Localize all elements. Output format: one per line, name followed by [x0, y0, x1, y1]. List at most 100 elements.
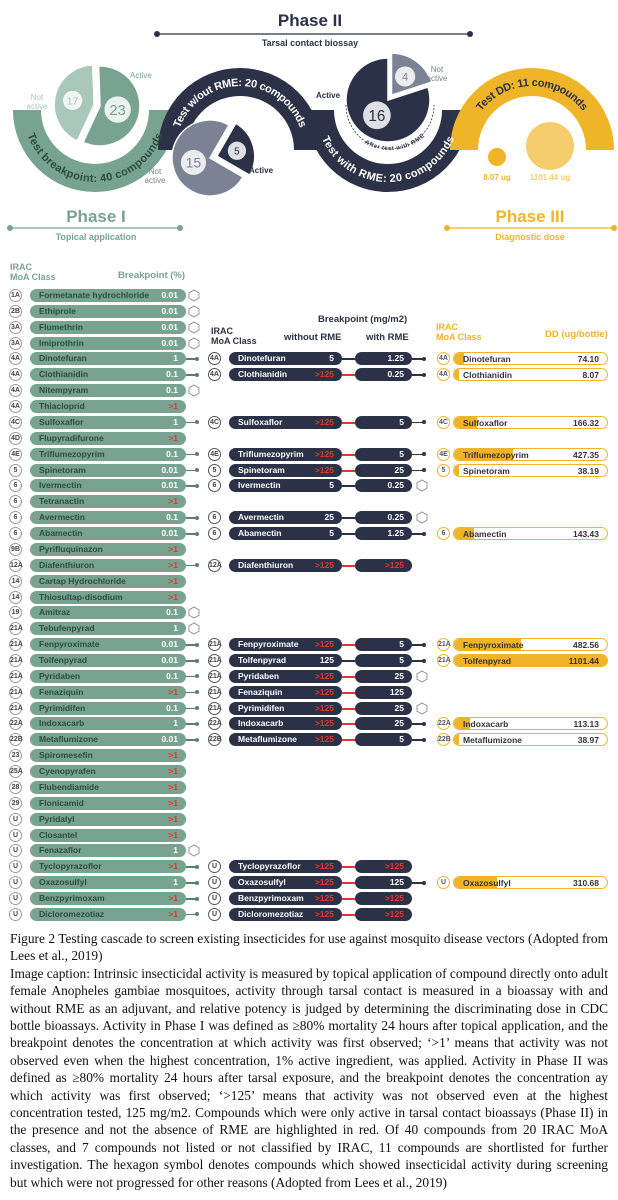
compound-name: Oxazosulfyl: [463, 878, 511, 889]
phase1-compound-bar: Closantel >1: [30, 828, 186, 842]
phase1-breakpoint: 0.1: [166, 369, 178, 380]
compound-name: Pyridalyl: [39, 813, 75, 824]
compound-name: Cyenopyrafen: [39, 766, 96, 777]
dd-min-label: 8.07 ug: [483, 173, 511, 182]
phase1-breakpoint: 0.1: [166, 607, 178, 618]
dd-value: 482.56: [573, 640, 599, 651]
rme-connector-line: [342, 723, 355, 726]
compound-name: Flupyradifurone: [39, 432, 104, 443]
phase1-breakpoint: >1: [168, 781, 178, 792]
compound-name: Fenpyroximate: [39, 639, 100, 650]
with-rme-breakpoint: 0.25: [387, 512, 404, 523]
compound-name: Ethiprole: [39, 305, 76, 316]
phase2-with-rme-bar: 25: [355, 717, 412, 731]
phase1-breakpoint: >1: [168, 797, 178, 808]
pie3-not-active-label: Not active: [427, 65, 448, 83]
with-rme-breakpoint: >125: [384, 908, 404, 919]
dd-fill: [454, 528, 474, 540]
irac-class-badge: 4A: [437, 368, 450, 382]
connector-dot: [195, 674, 199, 679]
connector-dot: [422, 468, 426, 473]
irac-class-badge: 4A: [9, 400, 22, 414]
compound-name: Diafenthiuron: [39, 559, 95, 570]
table-row: 9B Pyrifluquinazon >1: [0, 542, 618, 556]
phase2-divider-end: [467, 31, 473, 37]
hexagon-icon: [188, 305, 200, 318]
connector-dot: [195, 896, 199, 901]
compound-name: Triflumezopyrim: [39, 448, 105, 459]
irac-class-badge: U: [9, 860, 22, 874]
phase2-with-rme-header: with RME: [366, 332, 409, 343]
irac-class-badge: U: [437, 876, 450, 890]
table-row: 4A Thiacloprid >1: [0, 400, 618, 414]
irac-class-badge: 21A: [9, 685, 23, 699]
phase1-breakpoint: >1: [168, 861, 178, 872]
compound-name: Dicloromezotiaz: [39, 908, 105, 919]
phase2-without-rme-bar: Dicloromezotiaz >125: [229, 907, 342, 921]
irac-class-badge: 4A: [437, 352, 450, 366]
irac-class-badge: 19: [9, 606, 22, 620]
phase3-dd-bar: Fenpyroximate 482.56: [453, 638, 608, 652]
phase1-compound-bar: Pyridaben 0.1: [30, 669, 186, 683]
irac-class-badge: 21A: [437, 654, 451, 667]
compound-name: Triflumezopyrim: [463, 449, 529, 460]
irac-class-badge: 4D: [9, 431, 22, 445]
irac-class-badge: 12A: [9, 558, 23, 572]
compound-name: Fenaziquin: [238, 686, 283, 697]
phase1-breakpoint: 0.1: [166, 702, 178, 713]
with-rme-breakpoint: 1.25: [387, 528, 404, 539]
connector-dot: [422, 721, 426, 726]
rme-connector-line: [342, 358, 355, 360]
hexagon-icon: [416, 479, 428, 493]
phase1-compound-bar: Tyclopyrazoflor >1: [30, 860, 186, 874]
irac-class-badge: 4E: [208, 447, 221, 461]
phase1-breakpoint: >1: [168, 591, 178, 602]
phase2-with-rme-bar: 125: [355, 685, 412, 699]
dd-fill: [454, 464, 460, 476]
after-rme-dashed-arc: [345, 104, 435, 150]
table-row: 22A Indoxacarb 1 22A Indoxacarb >125 25 22A Indo…: [0, 717, 618, 731]
compound-name: Fenpyroximate: [463, 640, 524, 651]
phase3-dd-bar: Tolfenpyrad 1101.44: [453, 654, 608, 667]
irac-class-badge: 3A: [9, 336, 22, 350]
phase2-without-rme-bar: Spinetoram >125: [229, 463, 342, 477]
phase1-breakpoint: >1: [168, 432, 178, 443]
phase2-without-rme-bar: Fenpyroximate >125: [229, 638, 342, 652]
irac-class-badge: 21A: [208, 685, 222, 699]
compound-name: Metaflumizone: [39, 734, 99, 745]
phase1-compound-bar: Flubendiamide >1: [30, 780, 186, 794]
irac-class-badge: 21A: [9, 638, 23, 652]
pie2-not-active-label: Not active: [145, 167, 166, 185]
connector-dot: [195, 372, 199, 377]
phase1-breakpoint: 1: [173, 718, 178, 729]
connector-line: [186, 469, 196, 472]
phase1-compound-bar: Oxazosulfyl 1: [30, 876, 186, 890]
dd-value: 74.10: [577, 354, 599, 365]
hexagon-icon: [416, 702, 428, 715]
phase2-with-rme-bar: >125: [355, 907, 412, 921]
rme-connector-line: [342, 707, 355, 710]
phase1-breakpoint: 0.1: [166, 512, 178, 523]
phase1-compound-bar: Cyenopyrafen >1: [30, 765, 186, 779]
phase1-compound-bar: Ivermectin 0.01: [30, 479, 186, 493]
pie1-not-active-label: Not active: [27, 93, 48, 111]
phase1-breakpoint: 0.01: [161, 734, 178, 745]
irac-class-badge: U: [208, 876, 221, 890]
irac-label: IRAC: [211, 326, 233, 336]
compound-name: Pyrimidifen: [39, 702, 86, 713]
phase3-dd-bar: Spinetoram 38.19: [453, 463, 608, 477]
irac-class-badge: 1A: [9, 289, 22, 302]
connector-line: [412, 723, 423, 725]
irac-class-badge: 14: [9, 590, 22, 604]
phase1-compound-bar: Indoxacarb 1: [30, 717, 186, 731]
phase1-breakpoint: >1: [168, 686, 178, 697]
irac-class-badge: 21A: [9, 622, 23, 636]
phase3-divider-end: [611, 225, 617, 231]
connector-dot: [422, 642, 426, 647]
without-rme-breakpoint: 5: [329, 480, 334, 491]
connector-dot: [422, 737, 426, 742]
compound-name: Clothianidin: [463, 370, 513, 381]
table-row: 21A Fenaziquin >1 21A Fenaziquin >125 125: [0, 685, 618, 699]
phase1-compound-bar: Spinetoram 0.01: [30, 463, 186, 477]
with-rme-breakpoint: 0.25: [387, 480, 404, 491]
